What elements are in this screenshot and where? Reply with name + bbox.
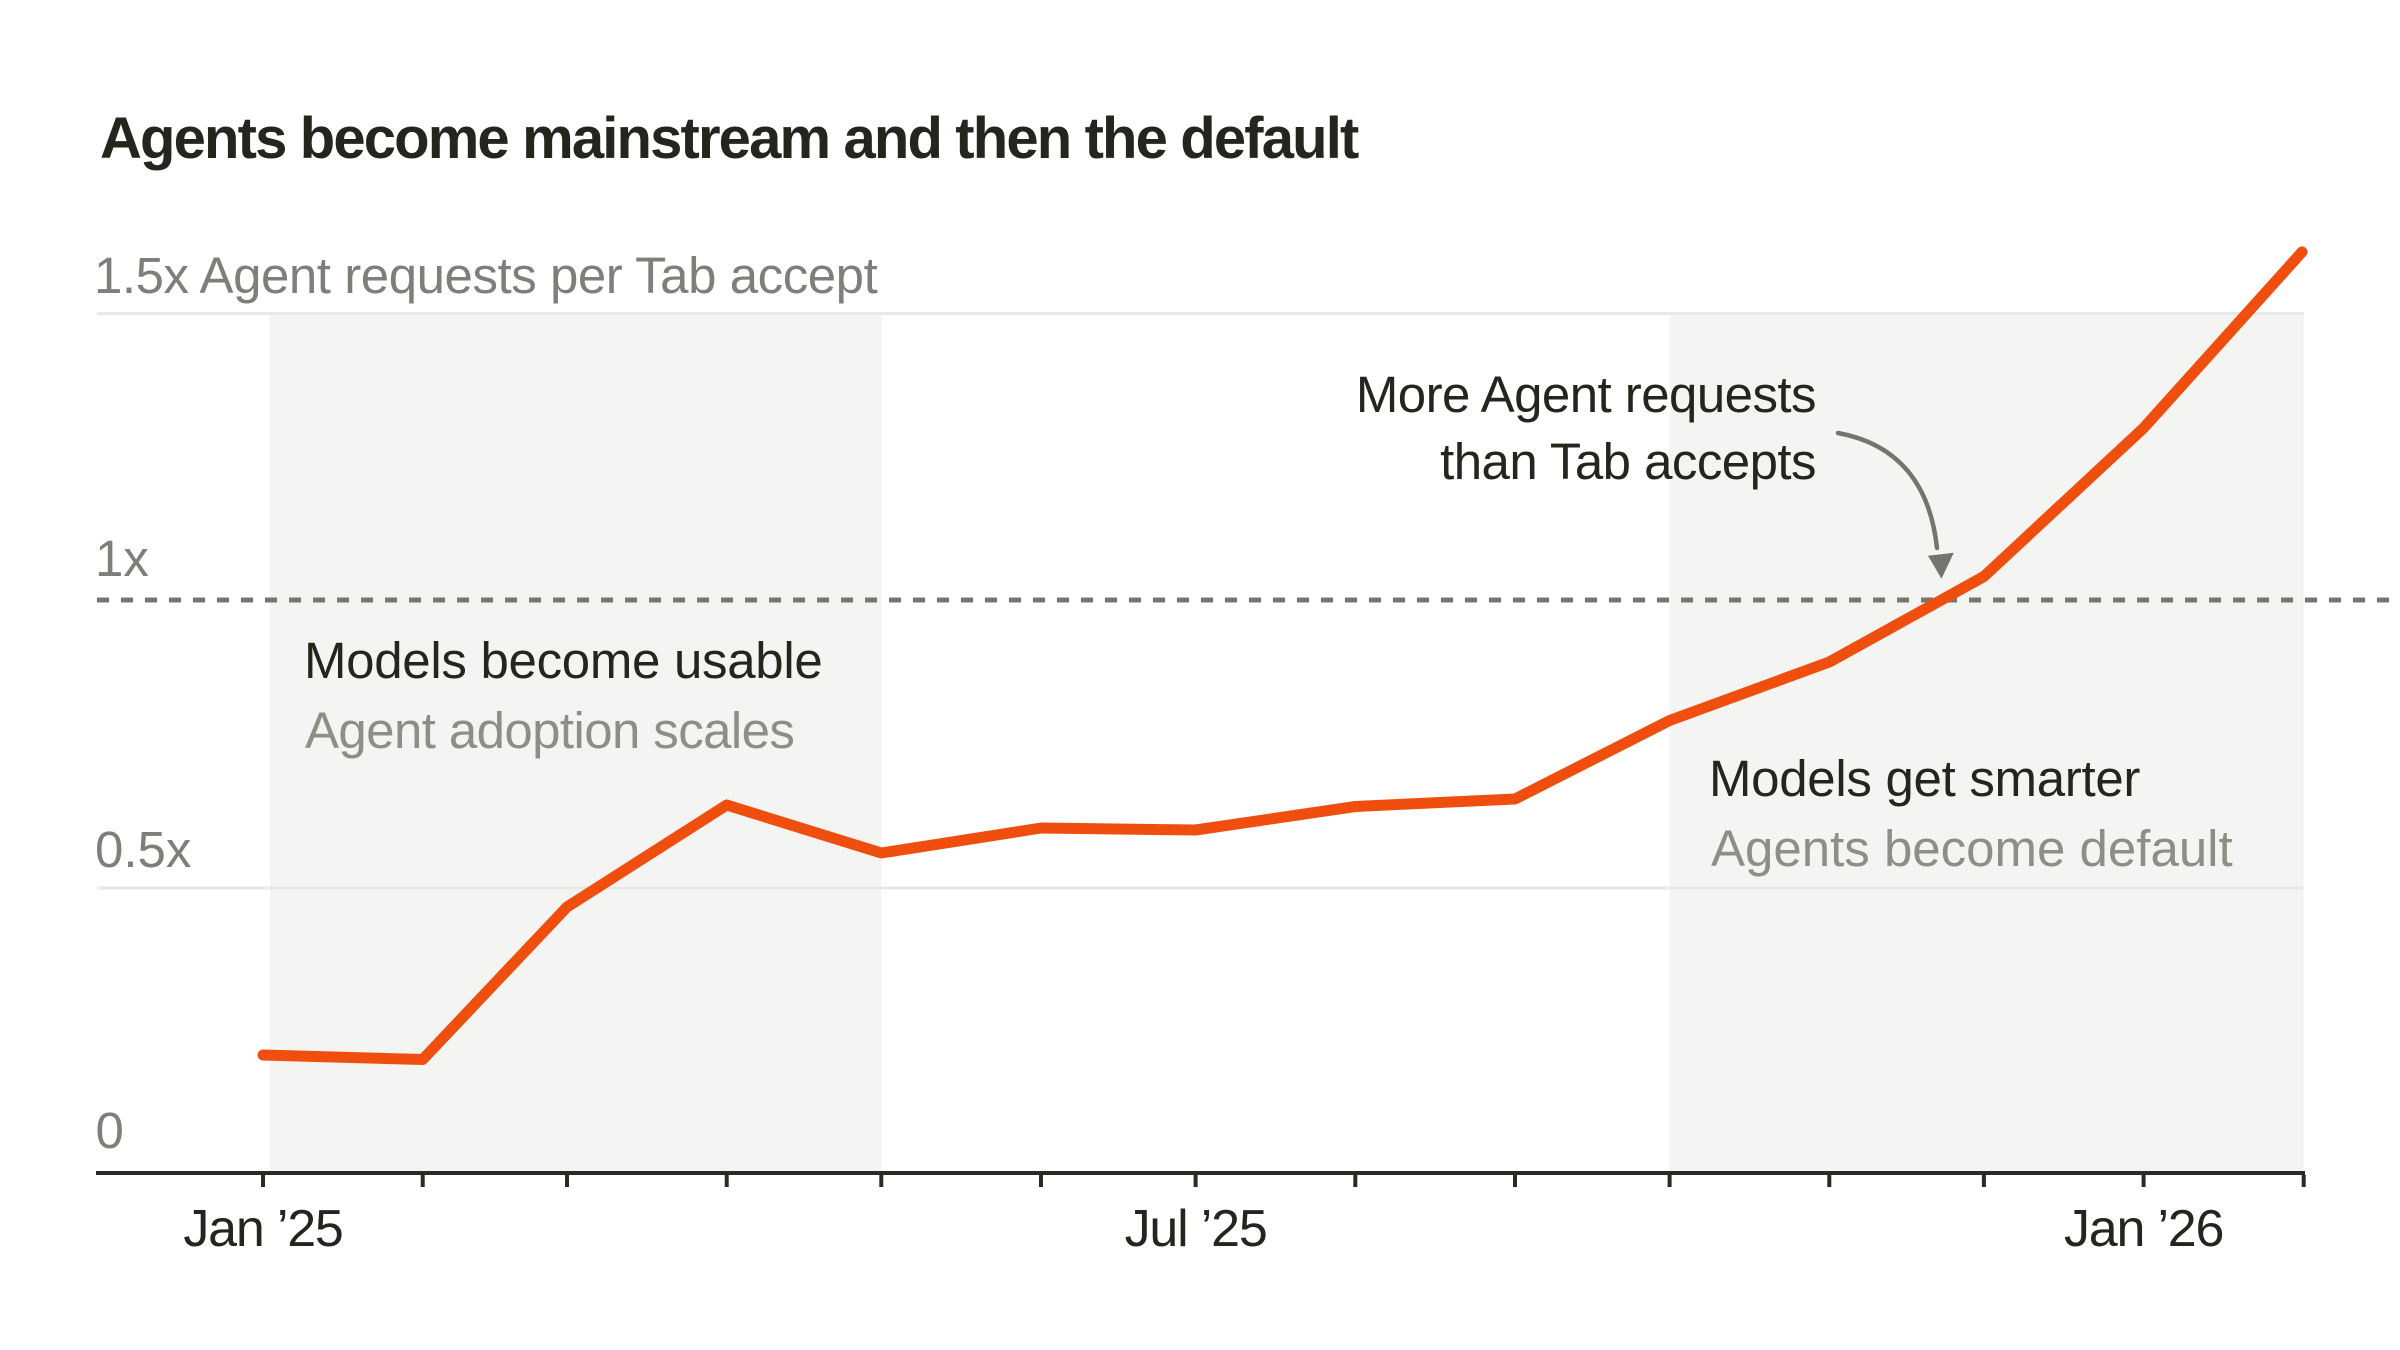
- svg-text:Agent adoption scales: Agent adoption scales: [305, 702, 794, 759]
- svg-text:Models get smarter: Models get smarter: [1709, 750, 2140, 807]
- svg-text:1x: 1x: [95, 530, 149, 587]
- svg-text:0: 0: [96, 1102, 124, 1159]
- svg-text:More Agent requests: More Agent requests: [1356, 366, 1816, 423]
- svg-text:Agents become default: Agents become default: [1711, 820, 2233, 877]
- svg-text:0.5x: 0.5x: [95, 821, 191, 878]
- svg-text:Jan ’25: Jan ’25: [183, 1200, 342, 1258]
- svg-text:1.5x Agent requests per Tab ac: 1.5x Agent requests per Tab accept: [94, 247, 878, 304]
- svg-text:Jan ’26: Jan ’26: [2064, 1200, 2223, 1258]
- svg-text:than Tab accepts: than Tab accepts: [1440, 433, 1816, 490]
- svg-text:Agents become mainstream and t: Agents become mainstream and then the de…: [100, 106, 1359, 171]
- svg-text:Jul ’25: Jul ’25: [1125, 1200, 1267, 1258]
- svg-text:Models become usable: Models become usable: [304, 632, 822, 689]
